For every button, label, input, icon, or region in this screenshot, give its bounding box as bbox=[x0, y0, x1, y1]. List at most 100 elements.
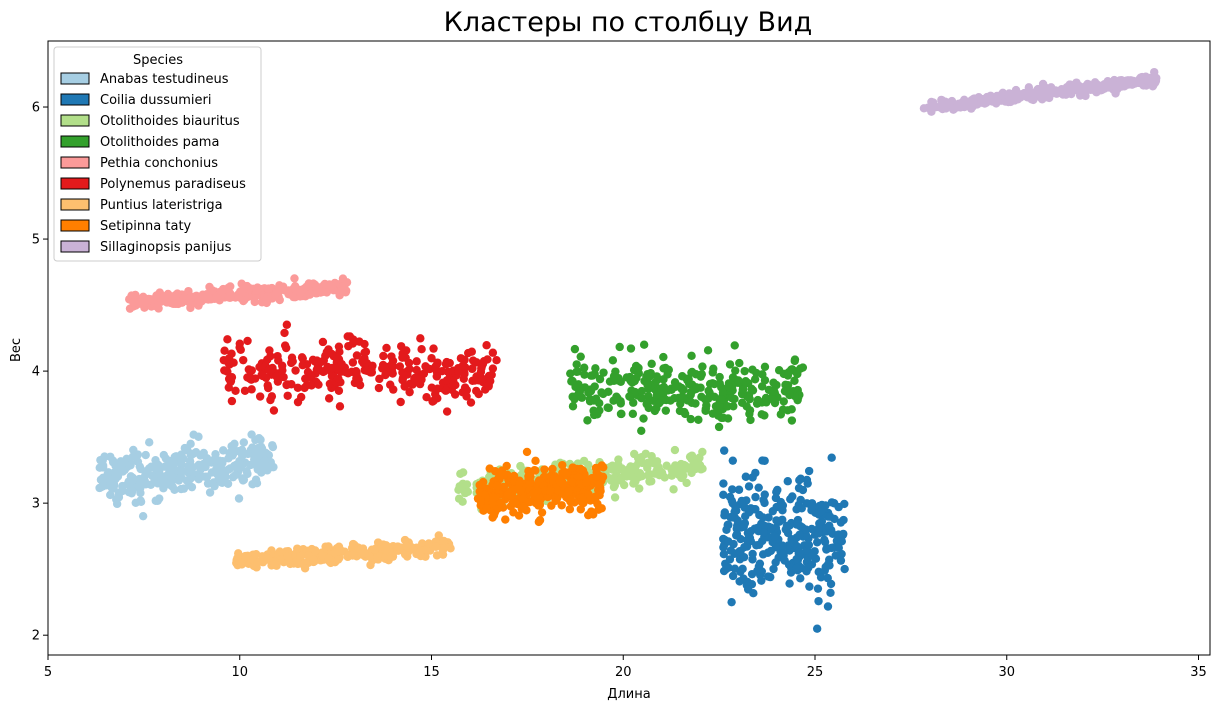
scatter-point bbox=[595, 406, 604, 415]
scatter-point bbox=[264, 365, 273, 375]
scatter-point bbox=[792, 564, 801, 573]
scatter-point bbox=[177, 454, 186, 463]
scatter-point bbox=[534, 517, 544, 527]
scatter-point bbox=[609, 482, 619, 492]
scatter-point bbox=[770, 532, 779, 541]
scatter-point bbox=[704, 386, 713, 396]
scatter-point bbox=[753, 395, 763, 405]
scatter-point bbox=[756, 567, 766, 577]
scatter-point bbox=[754, 483, 763, 492]
legend-label: Puntius lateristriga bbox=[100, 198, 223, 213]
scatter-point bbox=[647, 359, 656, 369]
scatter-point bbox=[141, 450, 150, 460]
scatter-point bbox=[758, 513, 768, 522]
scatter-point bbox=[768, 507, 777, 516]
scatter-point bbox=[429, 344, 438, 353]
scatter-point bbox=[585, 397, 595, 406]
scatter-point bbox=[787, 416, 797, 425]
series-otolithoides-pama bbox=[566, 340, 808, 436]
scatter-point bbox=[758, 550, 768, 559]
scatter-point bbox=[692, 461, 701, 471]
scatter-point bbox=[275, 295, 284, 305]
legend-label: Setipinna taty bbox=[100, 219, 192, 234]
scatter-point bbox=[582, 478, 591, 487]
scatter-point bbox=[546, 486, 555, 495]
scatter-point bbox=[312, 356, 322, 365]
scatter-point bbox=[557, 501, 566, 510]
scatter-point bbox=[984, 95, 993, 104]
scatter-point bbox=[269, 462, 278, 472]
scatter-point bbox=[537, 508, 547, 517]
scatter-point bbox=[482, 341, 491, 350]
scatter-point bbox=[501, 515, 510, 524]
scatter-point bbox=[393, 542, 403, 551]
scatter-point bbox=[217, 287, 226, 296]
scatter-point bbox=[226, 282, 235, 291]
scatter-point bbox=[1053, 87, 1063, 96]
scatter-point bbox=[412, 365, 421, 375]
scatter-point bbox=[229, 358, 238, 367]
scatter-point bbox=[686, 414, 695, 424]
scatter-point bbox=[840, 564, 849, 574]
scatter-point bbox=[826, 588, 835, 597]
scatter-point bbox=[492, 356, 501, 365]
scatter-point bbox=[1065, 80, 1074, 89]
scatter-point bbox=[827, 498, 837, 507]
scatter-point bbox=[778, 541, 787, 550]
scatter-point bbox=[599, 463, 608, 472]
x-tick-label: 25 bbox=[807, 665, 824, 680]
scatter-point bbox=[531, 466, 540, 475]
scatter-point bbox=[816, 507, 826, 516]
scatter-point bbox=[630, 376, 639, 386]
scatter-point bbox=[337, 546, 346, 555]
scatter-point bbox=[223, 335, 232, 344]
scatter-point bbox=[510, 498, 520, 508]
scatter-point bbox=[263, 381, 272, 390]
legend-title: Species bbox=[133, 53, 183, 68]
scatter-point bbox=[612, 392, 621, 401]
scatter-point bbox=[584, 388, 593, 397]
scatter-point bbox=[211, 449, 220, 459]
legend-swatch bbox=[60, 114, 90, 127]
scatter-point bbox=[146, 480, 156, 489]
scatter-point bbox=[687, 368, 696, 377]
scatter-point bbox=[106, 490, 115, 500]
scatter-point bbox=[761, 393, 771, 403]
scatter-point bbox=[580, 370, 589, 379]
scatter-point bbox=[268, 442, 278, 452]
scatter-point bbox=[106, 452, 115, 461]
scatter-point bbox=[629, 472, 639, 481]
y-tick-label: 3 bbox=[32, 497, 40, 512]
scatter-point bbox=[728, 499, 737, 508]
scatter-point bbox=[439, 536, 448, 546]
scatter-point bbox=[175, 298, 184, 307]
scatter-point bbox=[526, 472, 535, 481]
scatter-point bbox=[1037, 95, 1047, 104]
scatter-point bbox=[654, 469, 663, 479]
scatter-point bbox=[468, 356, 478, 365]
scatter-point bbox=[499, 482, 509, 492]
scatter-point bbox=[560, 468, 570, 478]
legend-label: Coilia dussumieri bbox=[100, 93, 211, 108]
scatter-point bbox=[234, 446, 243, 456]
scatter-point bbox=[719, 479, 728, 488]
scatter-point bbox=[147, 462, 156, 471]
scatter-point bbox=[682, 464, 691, 473]
scatter-point bbox=[636, 472, 645, 481]
scatter-point bbox=[839, 515, 848, 525]
scatter-point bbox=[725, 360, 735, 369]
scatter-point bbox=[195, 296, 205, 306]
scatter-point bbox=[769, 386, 779, 396]
scatter-point bbox=[795, 548, 805, 557]
scatter-point bbox=[297, 353, 307, 362]
scatter-point bbox=[793, 519, 803, 529]
scatter-point bbox=[98, 456, 107, 465]
scatter-point bbox=[739, 574, 748, 583]
scatter-point bbox=[338, 274, 348, 283]
series-puntius-lateristriga bbox=[232, 531, 455, 573]
scatter-point bbox=[157, 473, 167, 482]
scatter-point bbox=[459, 374, 468, 383]
scatter-point bbox=[212, 468, 221, 477]
scatter-point bbox=[645, 477, 654, 486]
scatter-point bbox=[210, 481, 219, 491]
